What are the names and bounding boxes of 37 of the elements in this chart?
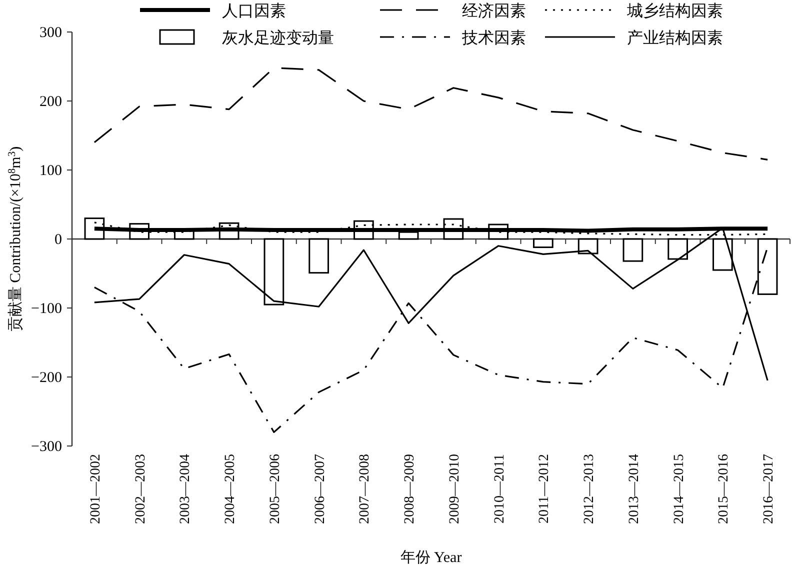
x-tick-label: 2013—2014: [626, 454, 642, 524]
x-tick-label: 2009—2010: [447, 454, 462, 524]
legend-label: 灰水足迹变动量: [222, 29, 334, 47]
x-tick-label: 2015—2016: [716, 454, 732, 524]
x-tick-label: 2004—2005: [223, 454, 238, 524]
x-tick-label: 2012—2013: [582, 454, 598, 524]
y-tick-label: 200: [40, 94, 62, 110]
line-series: [94, 67, 768, 160]
bar: [668, 238, 688, 260]
x-tick-label: 2005—2006: [268, 454, 283, 524]
x-tick-label: 2008—2009: [402, 454, 418, 524]
x-tick-label: 2016—2017: [762, 454, 777, 524]
legend-label: 经济因素: [462, 2, 526, 20]
y-tick-label: 0: [54, 232, 62, 248]
y-tick-label: 300: [40, 25, 62, 41]
bar: [308, 238, 329, 274]
y-tick-label: −300: [31, 439, 62, 455]
y-tick-label: −100: [31, 301, 62, 317]
bar: [264, 238, 284, 306]
x-axis-title: 年份 Year: [400, 549, 462, 566]
x-tick-label: 2002—2003: [133, 454, 148, 524]
bar: [712, 238, 733, 271]
legend-label: 技术因素: [461, 29, 526, 47]
legend-label: 城乡结构因素: [626, 2, 723, 20]
x-tick-label: 2001—2002: [88, 454, 104, 524]
x-tick-label: 2007—2008: [358, 454, 373, 524]
x-tick-label: 2006—2007: [312, 454, 328, 524]
x-tick-label: 2010—2011: [492, 454, 508, 524]
bar: [622, 238, 644, 262]
bar: [533, 238, 554, 248]
x-tick-label: 2014—2015: [672, 454, 687, 524]
x-tick-label: 2011—2012: [537, 454, 552, 524]
legend-label: 产业结构因素: [627, 29, 723, 47]
x-tick-label: 2003—2004: [178, 454, 194, 524]
y-tick-label: 100: [40, 163, 62, 179]
y-tick-label: −200: [31, 370, 62, 386]
legend-label: 人口因素: [222, 2, 286, 20]
